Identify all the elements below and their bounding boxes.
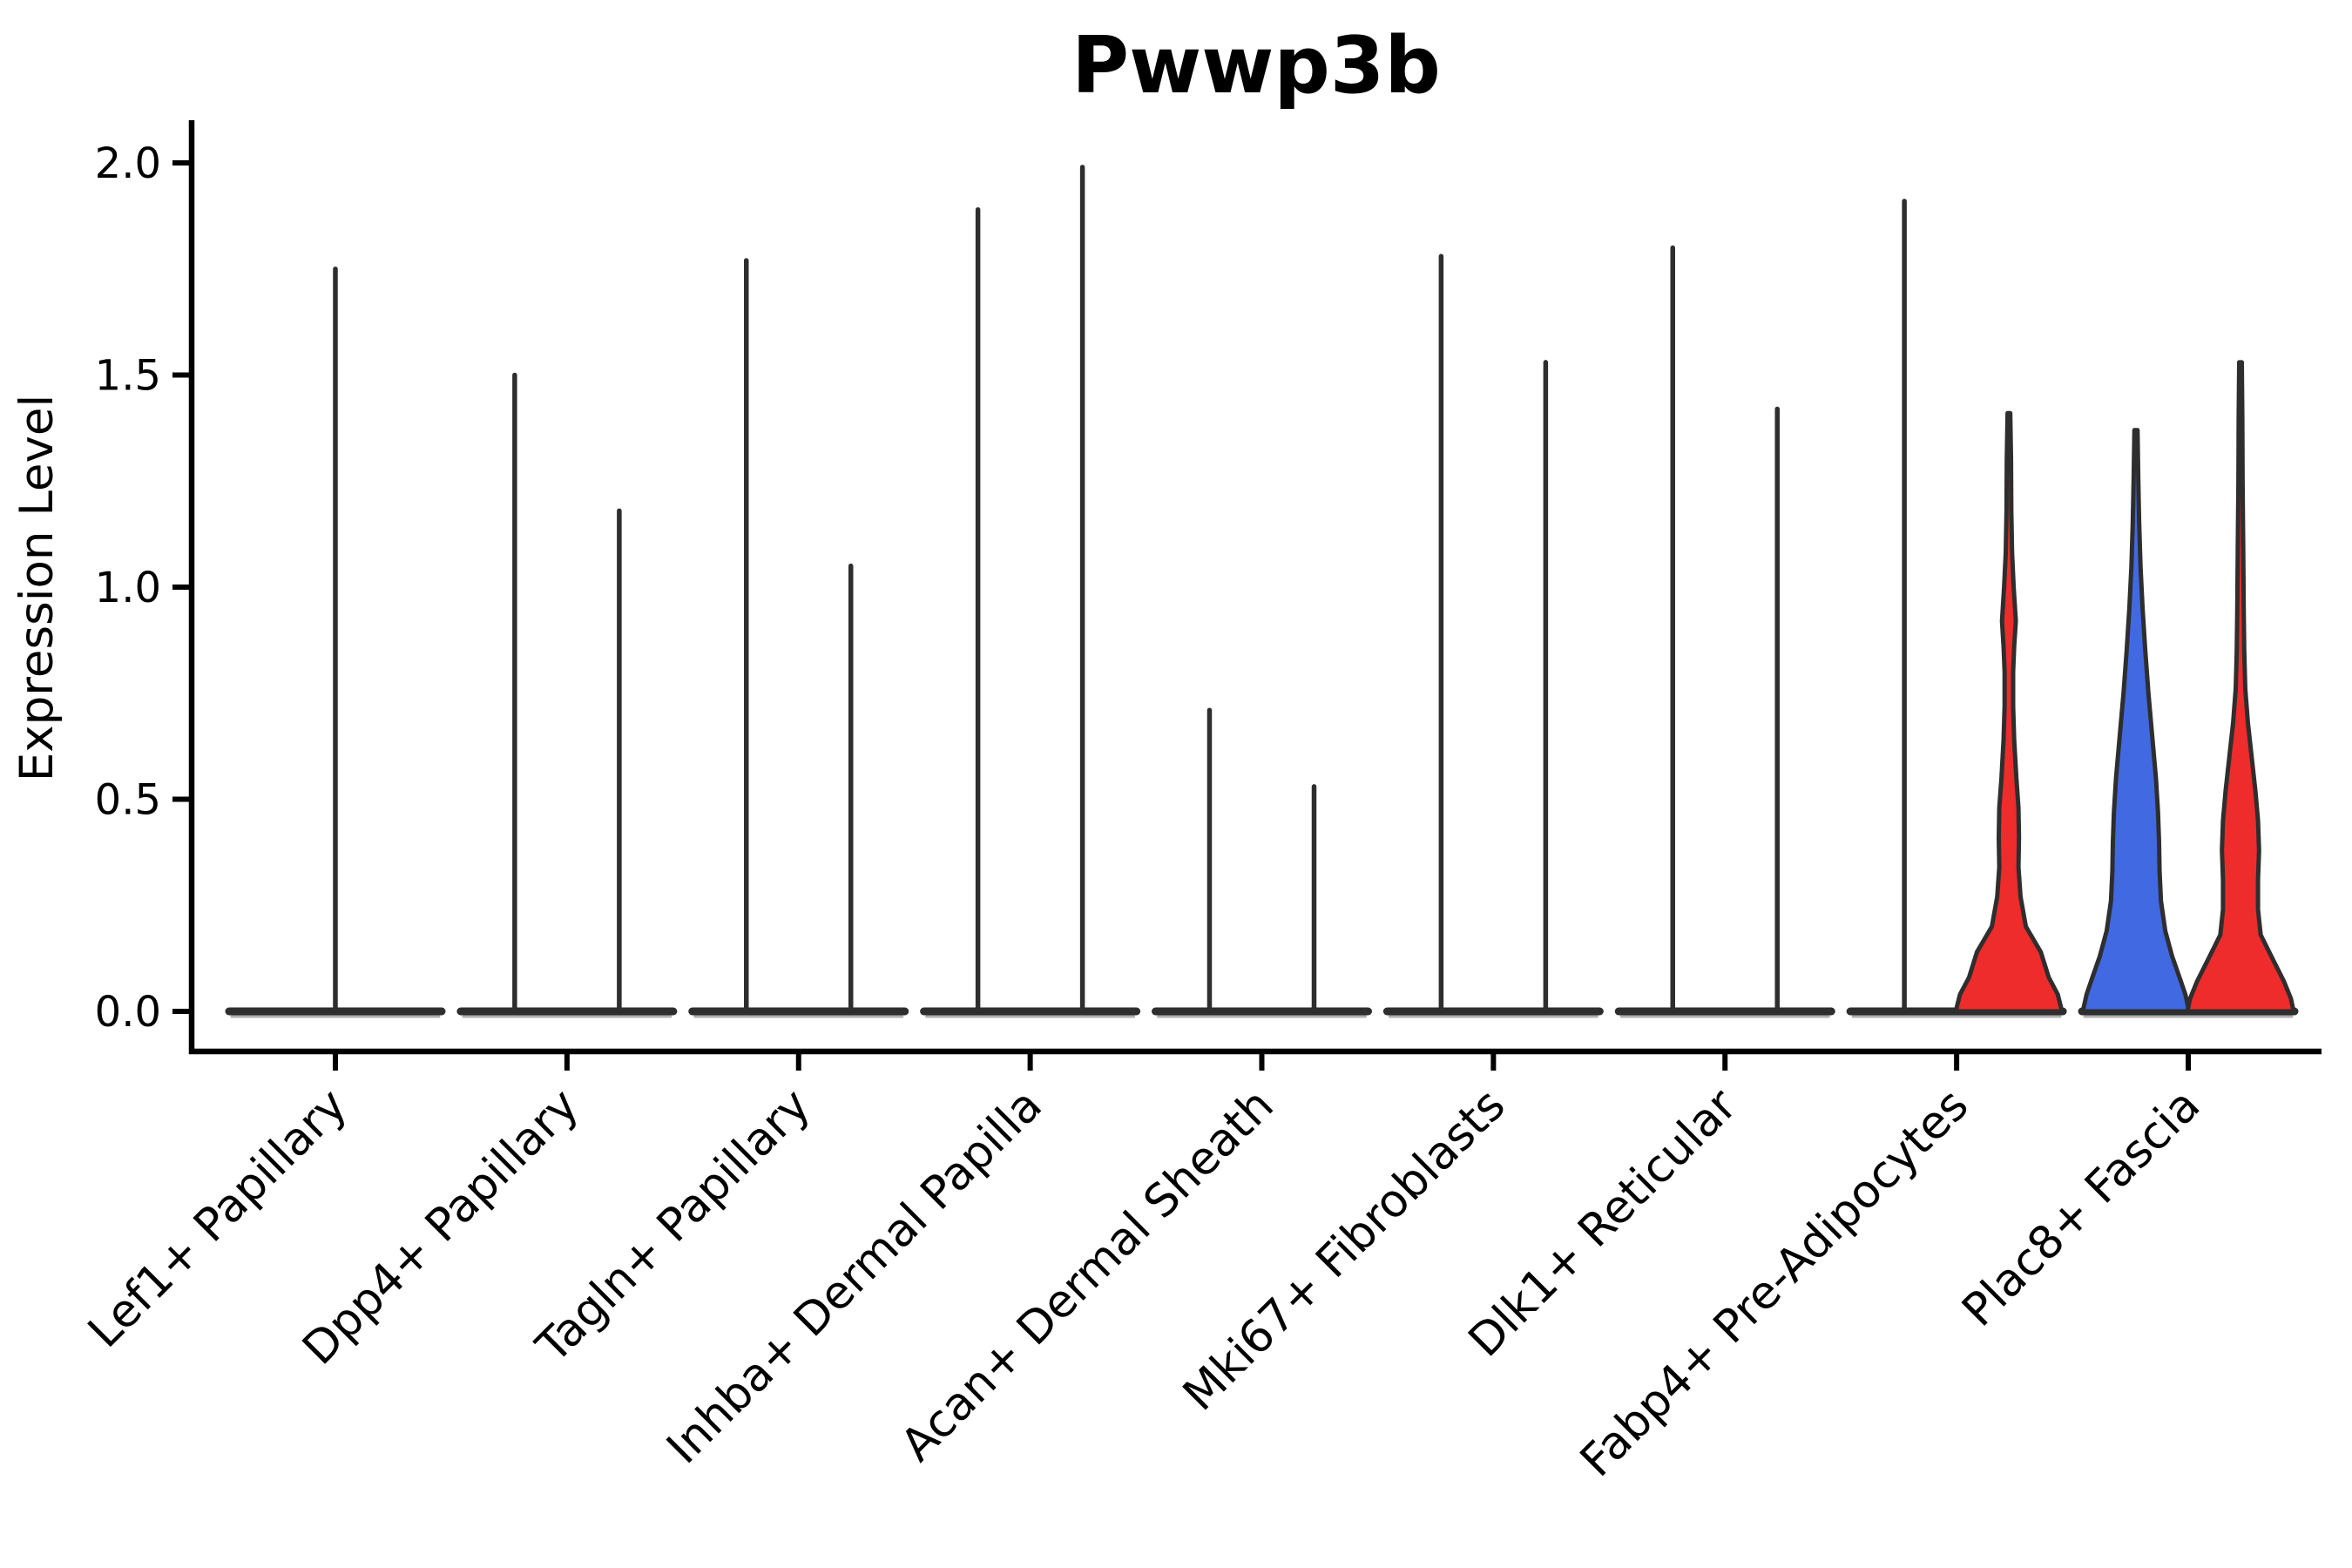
category-group-3 [688, 258, 909, 1018]
y-tick-label: 1.0 [95, 564, 161, 612]
violin-red [2185, 360, 2296, 1014]
y-tick-label: 0.5 [95, 776, 161, 825]
y-tick-label: 2.0 [95, 139, 161, 188]
violin-red [1953, 410, 2065, 1014]
category-group-9 [2078, 360, 2299, 1018]
axes-layer [172, 120, 2322, 1071]
category-group-5 [1152, 707, 1372, 1018]
category-group-7 [1614, 245, 1835, 1018]
y-axis-label: Expression Level [10, 395, 64, 781]
category-group-2 [456, 372, 678, 1018]
y-tick-label: 0.0 [95, 988, 161, 1037]
y-tick-label: 1.5 [95, 352, 161, 401]
category-group-6 [1382, 253, 1604, 1018]
chart-title: Pwwp3b [1071, 20, 1441, 112]
category-group-4 [920, 165, 1141, 1018]
category-group-8 [1846, 199, 2067, 1018]
violins-layer [225, 165, 2299, 1018]
category-group-1 [225, 267, 446, 1018]
